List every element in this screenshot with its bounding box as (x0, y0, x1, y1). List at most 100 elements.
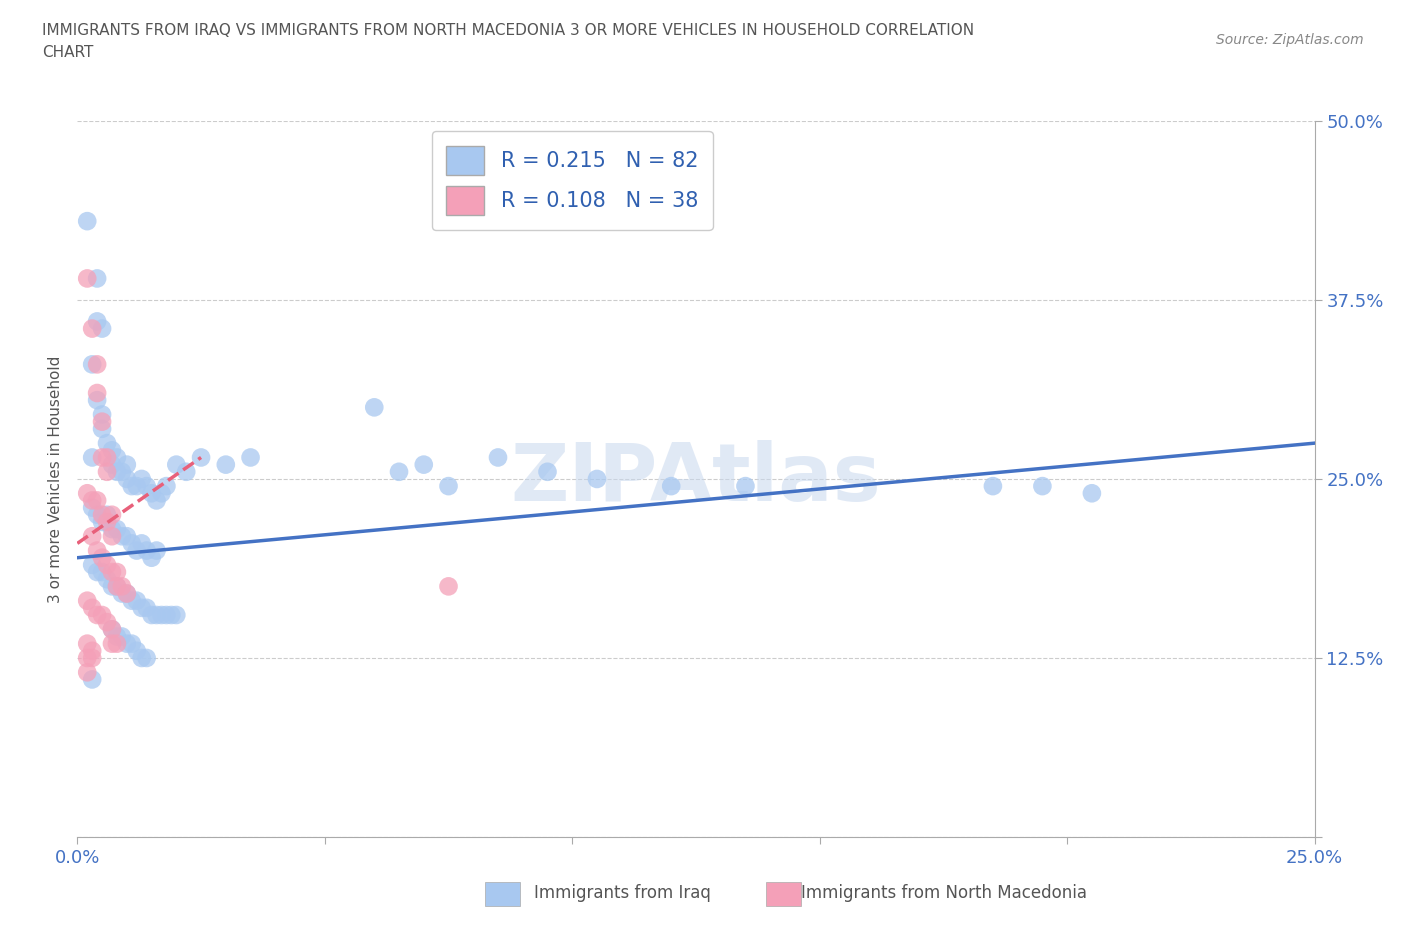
Point (412, 458, 434, 472)
Point (131, 651, 153, 666)
Point (111, 629, 134, 644)
Point (125, 593, 148, 608)
Point (96, 615, 118, 630)
Point (96, 435, 118, 450)
Point (82, 321, 104, 336)
Point (135, 479, 157, 494)
Point (155, 479, 177, 494)
Point (101, 529, 124, 544)
Point (101, 636, 124, 651)
Point (86, 607, 108, 622)
Point (86, 493, 108, 508)
Point (86, 508, 108, 523)
Point (145, 493, 167, 508)
Point (115, 586, 138, 601)
Point (135, 543, 157, 558)
Point (91, 565, 114, 579)
Point (91, 514, 114, 529)
Point (165, 458, 187, 472)
Point (135, 651, 157, 666)
Point (101, 458, 124, 472)
Point (91, 508, 114, 523)
Point (91, 421, 114, 436)
Point (96, 572, 118, 587)
Point (101, 578, 124, 594)
Point (105, 464, 128, 479)
Point (96, 514, 118, 529)
Point (82, 672, 104, 687)
Point (105, 522, 128, 537)
Point (586, 472, 609, 486)
Point (131, 536, 153, 551)
Point (76, 665, 98, 680)
Point (121, 593, 143, 608)
Point (76, 271, 98, 286)
Point (734, 479, 756, 494)
Point (111, 578, 134, 594)
Text: Immigrants from North Macedonia: Immigrants from North Macedonia (801, 884, 1087, 902)
Point (82, 529, 104, 544)
Point (1081, 485, 1104, 500)
Point (86, 565, 108, 579)
Point (105, 578, 128, 594)
Point (82, 644, 104, 658)
Point (121, 479, 143, 494)
Point (155, 607, 177, 622)
Y-axis label: 3 or more Vehicles in Household: 3 or more Vehicles in Household (48, 355, 63, 603)
Point (91, 450, 114, 465)
Point (76, 651, 98, 666)
Point (101, 565, 124, 579)
Point (115, 472, 138, 486)
Point (101, 508, 124, 523)
Text: Immigrants from Iraq: Immigrants from Iraq (534, 884, 711, 902)
Point (76, 636, 98, 651)
Point (125, 543, 148, 558)
Text: IMMIGRANTS FROM IRAQ VS IMMIGRANTS FROM NORTH MACEDONIA 3 OR MORE VEHICLES IN HO: IMMIGRANTS FROM IRAQ VS IMMIGRANTS FROM … (42, 23, 974, 38)
Point (86, 314, 108, 329)
Point (76, 593, 98, 608)
Point (91, 407, 114, 422)
Point (174, 464, 197, 479)
Point (150, 485, 173, 500)
Point (150, 607, 173, 622)
Point (82, 357, 104, 372)
Point (82, 493, 104, 508)
Point (135, 601, 157, 616)
Point (111, 464, 134, 479)
Point (659, 479, 682, 494)
Point (96, 557, 118, 572)
Point (105, 636, 128, 651)
Point (145, 607, 167, 622)
Point (115, 586, 138, 601)
Point (86, 392, 108, 407)
Point (165, 607, 187, 622)
Point (145, 543, 167, 558)
Point (141, 485, 163, 500)
Point (91, 607, 114, 622)
Point (82, 450, 104, 465)
Point (91, 551, 114, 565)
Point (160, 607, 183, 622)
Legend: R = 0.215   N = 82, R = 0.108   N = 38: R = 0.215 N = 82, R = 0.108 N = 38 (432, 131, 713, 230)
Point (121, 536, 143, 551)
Text: ZIPAtlas: ZIPAtlas (510, 440, 882, 518)
Point (96, 464, 118, 479)
Point (115, 458, 138, 472)
Point (125, 479, 148, 494)
Point (111, 529, 134, 544)
Point (115, 529, 138, 544)
Point (82, 651, 104, 666)
Point (82, 601, 104, 616)
Point (76, 214, 98, 229)
Point (121, 636, 143, 651)
Point (486, 450, 509, 465)
Point (86, 357, 108, 372)
Point (536, 464, 558, 479)
Point (82, 557, 104, 572)
Point (125, 644, 148, 658)
Point (101, 622, 124, 637)
Point (82, 500, 104, 515)
Text: Source: ZipAtlas.com: Source: ZipAtlas.com (1216, 33, 1364, 46)
Point (388, 464, 411, 479)
Point (437, 578, 460, 594)
